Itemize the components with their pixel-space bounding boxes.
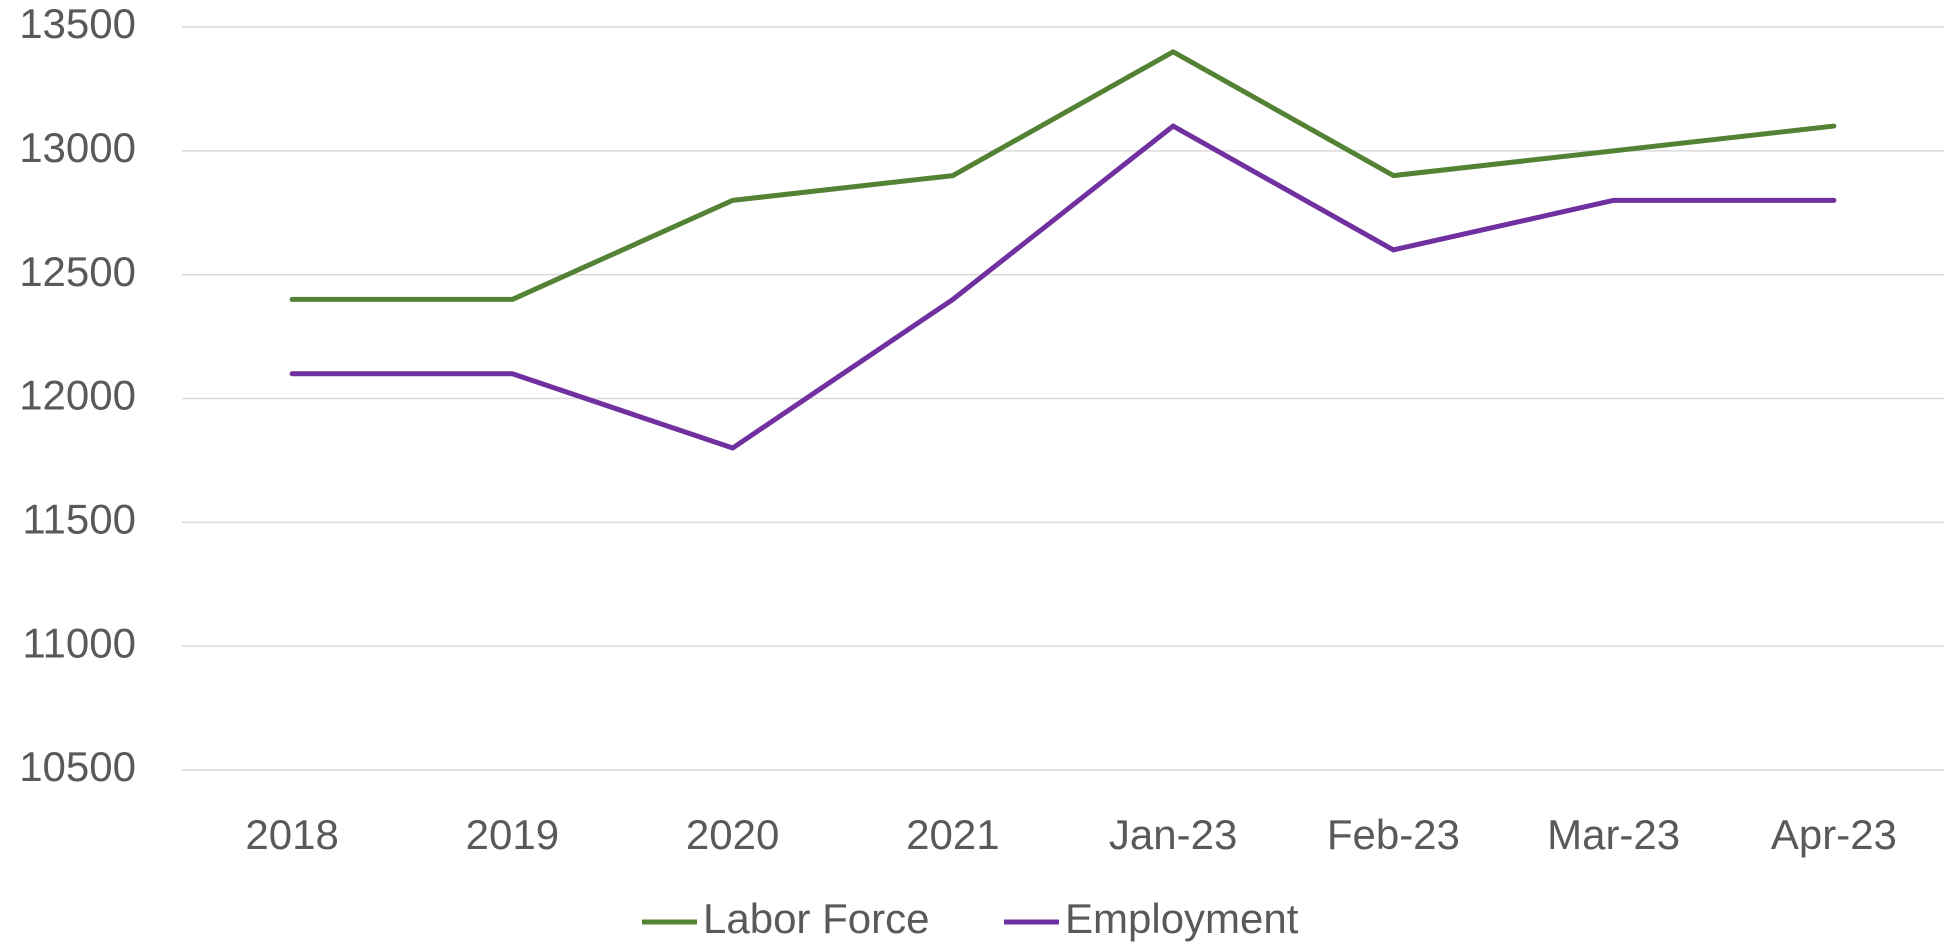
- x-tick-label: 2020: [686, 811, 779, 858]
- y-tick-label: 11000: [22, 619, 136, 666]
- x-tick-label: 2021: [906, 811, 999, 858]
- data-line: [289, 123, 1837, 451]
- y-tick-label: 11500: [22, 495, 136, 542]
- y-tick-label: 13500: [19, 0, 136, 47]
- x-tick-label: 2018: [245, 811, 338, 858]
- x-tick-label: Jan-23: [1109, 811, 1237, 858]
- y-tick-label: 12500: [19, 248, 136, 295]
- x-tick-label: Feb-23: [1327, 811, 1460, 858]
- y-tick-label: 13000: [19, 124, 136, 171]
- x-tick-label: Mar-23: [1547, 811, 1680, 858]
- data-line: [289, 49, 1837, 302]
- x-tick-label: 2019: [466, 811, 559, 858]
- y-tick-label: 10500: [19, 743, 136, 790]
- x-tick-label: Apr-23: [1771, 811, 1897, 858]
- legend-label: Employment: [1065, 895, 1299, 942]
- legend-label: Labor Force: [703, 895, 929, 942]
- y-tick-label: 12000: [19, 372, 136, 419]
